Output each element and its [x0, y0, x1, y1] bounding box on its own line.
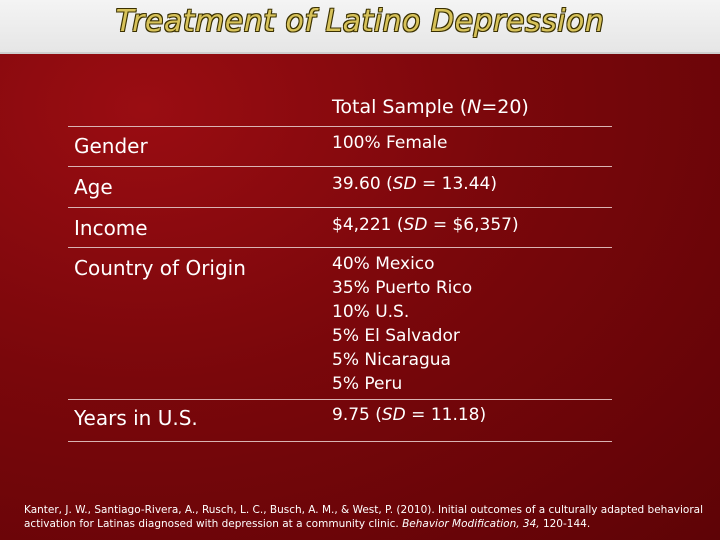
years-prefix: 9.75 (: [332, 405, 382, 425]
row-value-age: 39.60 (SD = 13.44): [332, 172, 497, 196]
list-item: 35% Puerto Rico: [332, 278, 473, 298]
header-n: N: [467, 96, 482, 118]
list-item: 10% U.S.: [332, 302, 410, 322]
age-prefix: 39.60 (: [332, 174, 393, 194]
row-value-gender: 100% Female: [332, 133, 448, 153]
years-suffix: = 11.18): [405, 405, 487, 425]
row-label-years: Years in U.S.: [74, 406, 198, 430]
list-item: 5% Peru: [332, 374, 403, 394]
table-rule: [68, 126, 612, 127]
age-sd: SD: [392, 174, 417, 194]
row-label-country: Country of Origin: [74, 256, 246, 280]
country-list: 40% Mexico 35% Puerto Rico 10% U.S. 5% E…: [332, 252, 472, 396]
citation-pages: 120-144.: [539, 518, 591, 530]
row-label-gender: Gender: [74, 134, 148, 158]
income-prefix: $4,221 (: [332, 215, 404, 235]
list-item: 5% Nicaragua: [332, 350, 451, 370]
table-rule: [68, 247, 612, 248]
column-header: Total Sample (N=20): [332, 96, 529, 118]
row-label-age: Age: [74, 175, 113, 199]
income-suffix: = $6,357): [427, 215, 519, 235]
citation-text: Kanter, J. W., Santiago-Rivera, A., Rusc…: [24, 504, 703, 530]
list-item: 5% El Salvador: [332, 326, 460, 346]
citation: Kanter, J. W., Santiago-Rivera, A., Rusc…: [24, 503, 704, 531]
slide-title: Treatment of Latino Depression: [115, 4, 605, 39]
title-bar: Treatment of Latino Depression: [0, 0, 720, 54]
table-rule: [68, 166, 612, 167]
income-sd: SD: [403, 215, 428, 235]
row-label-income: Income: [74, 216, 148, 240]
years-sd: SD: [381, 405, 406, 425]
age-suffix: = 13.44): [416, 174, 497, 194]
row-value-years: 9.75 (SD = 11.18): [332, 403, 486, 427]
header-prefix: Total Sample (: [332, 96, 468, 118]
table-rule: [68, 399, 612, 400]
table-rule: [68, 441, 612, 442]
list-item: 40% Mexico: [332, 254, 435, 274]
citation-journal: Behavior Modification, 34,: [402, 518, 540, 530]
table-rule: [68, 207, 612, 208]
row-value-income: $4,221 (SD = $6,357): [332, 213, 519, 237]
header-suffix: =20): [481, 96, 529, 118]
